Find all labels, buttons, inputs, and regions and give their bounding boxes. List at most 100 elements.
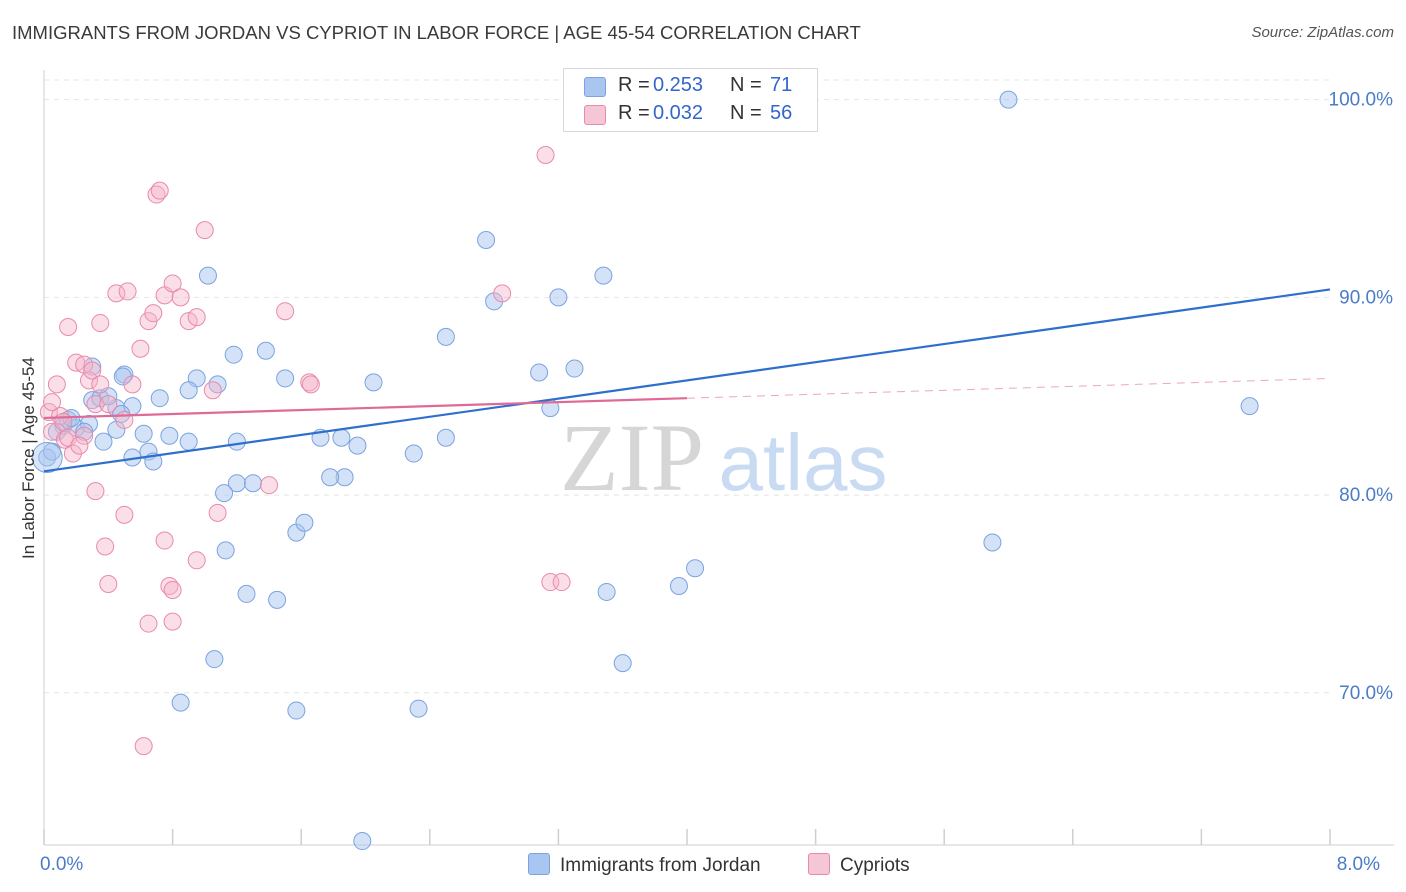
cypriot-point: [195, 221, 214, 240]
jordan-point: [353, 832, 372, 851]
cypriot-point: [144, 304, 163, 323]
jordan-point: [208, 375, 227, 394]
y-tick-labels: 100.0% 90.0% 80.0% 70.0%: [1329, 90, 1394, 704]
jordan-point: [594, 266, 613, 285]
cypriot-point: [203, 381, 222, 400]
jordan-point: [597, 582, 616, 601]
cypriot-point: [155, 531, 174, 550]
cypriot-point: [54, 412, 73, 431]
jordan-point: [530, 363, 549, 382]
cypriot-point: [39, 403, 58, 422]
cypriot-point: [187, 308, 206, 327]
y-axis-label: In Labor Force | Age 45-54: [19, 357, 38, 559]
cypriot-point: [115, 410, 134, 429]
cypriot-point: [150, 181, 169, 200]
jordan-point: [268, 590, 287, 609]
cypriot-point: [115, 505, 134, 524]
cypriot-point: [70, 436, 89, 455]
jordan-point: [983, 533, 1002, 552]
x-tick-label: 0.0%: [40, 854, 83, 875]
legend-n-label: N =: [730, 74, 762, 96]
y-tick-label: 100.0%: [1329, 90, 1394, 111]
cypriot-point: [131, 339, 150, 358]
jordan-point: [348, 436, 367, 455]
jordan-point: [224, 345, 243, 364]
cypriot-point: [99, 575, 118, 594]
cypriot-point: [83, 361, 102, 380]
cypriot-point: [536, 146, 555, 165]
cypriot-point: [139, 614, 158, 633]
jordan-point: [198, 266, 217, 285]
cypriot-point: [134, 737, 153, 756]
legend-n-value: 56: [770, 102, 793, 124]
cypriot-point: [75, 426, 94, 445]
jordan-point: [549, 288, 568, 307]
jordan-point: [113, 367, 132, 386]
jordan-point: [287, 701, 306, 720]
cypriot-point: [96, 537, 115, 556]
series-jordan: [31, 90, 1259, 851]
jordan-point: [227, 432, 246, 451]
legend-n-value: 71: [770, 74, 793, 96]
cypriot-point: [99, 395, 118, 414]
cypriot-point: [86, 395, 105, 414]
jordan-point: [332, 428, 351, 447]
jordan-point: [256, 341, 275, 360]
jordan-point: [321, 468, 340, 487]
watermark-atlas: atlas: [719, 418, 888, 507]
jordan-point: [150, 389, 169, 408]
jordan-point: [364, 373, 383, 392]
jordan-point: [215, 484, 234, 503]
legend-swatch-blue: [584, 77, 606, 97]
jordan-point: [295, 513, 314, 532]
jordan-point: [613, 654, 632, 673]
jordan-point: [205, 650, 224, 669]
bottom-legend-swatch-blue: [528, 853, 550, 875]
cypriot-point: [260, 476, 279, 495]
bottom-legend-swatch-pink: [808, 853, 830, 875]
cypriot-point: [51, 406, 70, 425]
trendline-jordan: [43, 288, 1331, 473]
trendline-cypriots: [43, 397, 688, 420]
jordan-point: [243, 474, 262, 493]
cypriot-point: [59, 318, 78, 337]
legend-swatch-pink: [584, 105, 606, 125]
bottom-legend-label: Cypriots: [840, 855, 910, 876]
y-tick-label: 80.0%: [1339, 485, 1393, 506]
cypriot-point: [552, 573, 571, 592]
jordan-point: [1240, 397, 1259, 416]
watermark: ZIP atlas: [560, 404, 887, 511]
jordan-point: [179, 432, 198, 451]
jordan-point: [75, 422, 94, 441]
cypriot-point: [91, 314, 110, 333]
cypriot-point: [47, 375, 66, 394]
jordan-point: [436, 327, 455, 346]
cypriot-point: [86, 482, 105, 501]
series-cypriots: [39, 146, 571, 756]
jordan-point: [179, 381, 198, 400]
cypriot-point: [208, 503, 227, 522]
jordan-point: [31, 442, 63, 473]
jordan-point: [409, 699, 428, 718]
cypriot-point: [107, 284, 126, 303]
jordan-point: [276, 369, 295, 388]
legend-n-label: N =: [730, 102, 762, 124]
cypriot-point: [123, 375, 142, 394]
cypriot-point: [171, 288, 190, 307]
jordan-point: [669, 577, 688, 596]
jordan-point: [999, 90, 1018, 109]
cypriot-point: [43, 393, 62, 412]
jordan-point: [216, 541, 235, 560]
jordan-point: [477, 231, 496, 250]
cypriot-point: [276, 302, 295, 321]
jordan-point: [160, 426, 179, 445]
cypriot-point: [163, 612, 182, 631]
cypriot-point: [493, 284, 512, 303]
cypriot-point: [91, 375, 110, 394]
legend-box: R = 0.253 N = 71 R = 0.032 N = 56: [563, 68, 818, 132]
jordan-point: [436, 428, 455, 447]
jordan-point: [171, 693, 190, 712]
y-tick-label: 70.0%: [1339, 683, 1393, 704]
bottom-legend-cypriots: Cypriots: [808, 853, 910, 877]
